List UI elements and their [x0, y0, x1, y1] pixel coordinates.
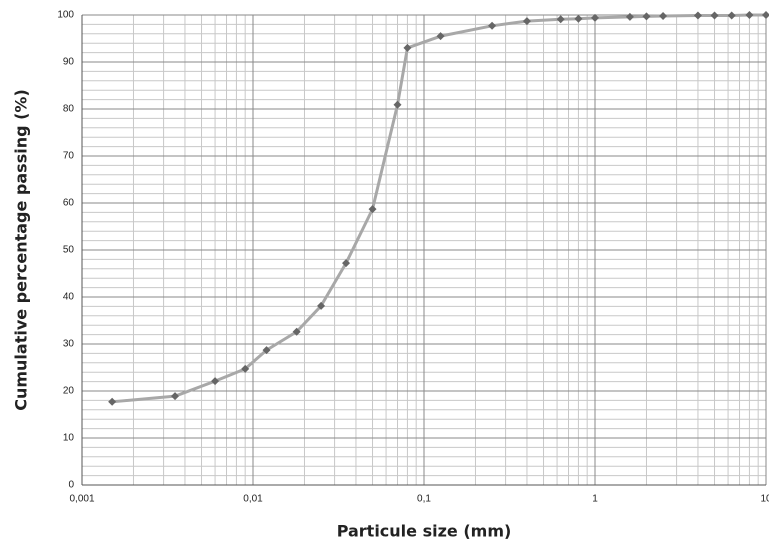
y-tick-label: 70: [63, 151, 75, 162]
data-point: [727, 11, 736, 20]
data-point: [368, 205, 377, 214]
data-point: [317, 301, 326, 310]
data-point: [574, 14, 583, 23]
y-tick-label: 30: [63, 339, 75, 350]
y-tick-label: 0: [68, 480, 74, 491]
data-point: [625, 12, 634, 21]
y-tick-label: 20: [63, 386, 75, 397]
y-tick-label: 80: [63, 104, 75, 115]
data-point: [393, 100, 402, 109]
data-point: [659, 11, 668, 20]
x-tick-label: 0,1: [417, 494, 431, 505]
data-point: [710, 11, 719, 20]
y-tick-label: 100: [57, 10, 74, 21]
data-point: [488, 21, 497, 30]
data-point: [342, 259, 351, 268]
data-point: [522, 17, 531, 26]
y-tick-label: 50: [63, 245, 75, 256]
data-point: [693, 11, 702, 20]
y-tick-label: 10: [63, 433, 75, 444]
x-tick-label: 1: [592, 494, 598, 505]
data-point: [642, 12, 651, 21]
y-tick-label: 90: [63, 57, 75, 68]
data-point: [211, 377, 220, 386]
x-tick-label: 0,001: [69, 494, 94, 505]
data-point: [262, 346, 271, 355]
data-point: [745, 11, 754, 19]
data-point: [591, 13, 599, 22]
y-tick-label: 60: [63, 198, 75, 209]
data-point: [108, 397, 117, 406]
x-tick-label: 0,01: [243, 494, 263, 505]
y-tick-label: 40: [63, 292, 75, 303]
data-point: [556, 15, 565, 24]
data-point: [241, 364, 250, 373]
data-point: [292, 327, 301, 336]
x-axis-title: Particule size (mm): [337, 522, 512, 541]
data-point: [171, 392, 180, 401]
x-tick-label: 10: [760, 494, 769, 505]
y-axis-title: Cumulative percentage passing (%): [12, 89, 31, 411]
data-point: [403, 43, 412, 52]
data-point: [762, 11, 769, 19]
data-point: [436, 32, 445, 41]
